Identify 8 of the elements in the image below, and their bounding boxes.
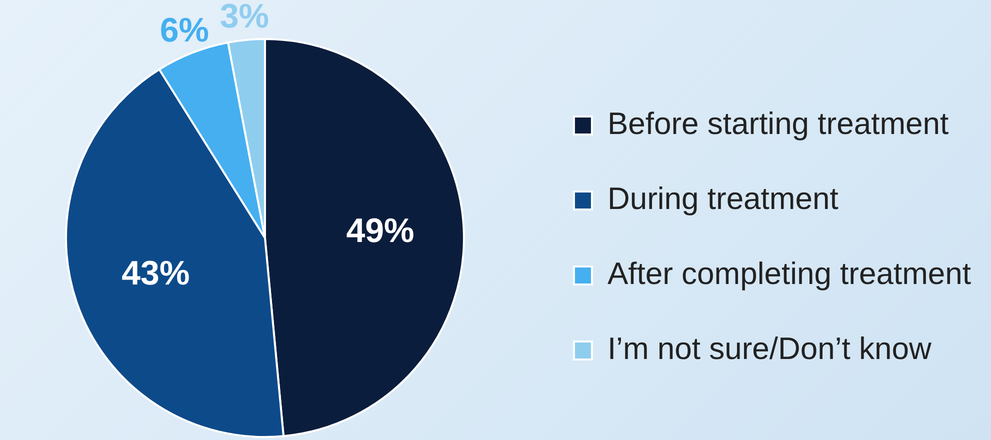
data-label: 49% xyxy=(346,212,414,250)
legend-label: Before starting treatment xyxy=(607,106,949,142)
data-label: 3% xyxy=(220,0,269,36)
data-label: 43% xyxy=(122,254,190,292)
data-label: 6% xyxy=(160,12,209,50)
legend-label: I’m not sure/Don’t know xyxy=(607,331,932,366)
legend-label: During treatment xyxy=(607,181,839,216)
legend-label: After completing treatment xyxy=(607,256,972,292)
